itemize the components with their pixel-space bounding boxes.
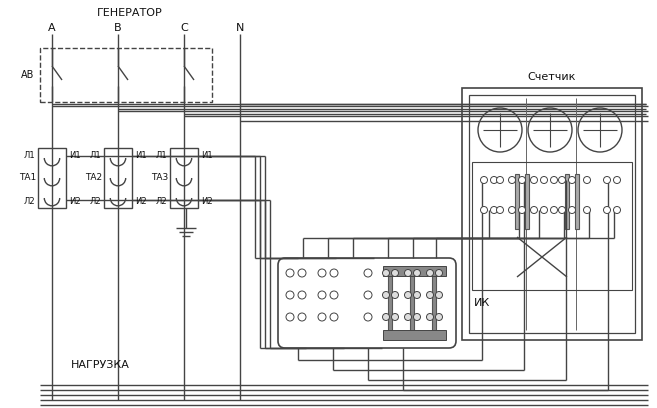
Circle shape [509, 206, 516, 213]
Circle shape [551, 206, 558, 213]
Circle shape [541, 177, 547, 184]
Bar [525, 174, 529, 229]
Text: И1: И1 [201, 151, 213, 160]
Text: АВ: АВ [20, 70, 34, 80]
Circle shape [426, 313, 434, 321]
Circle shape [405, 291, 411, 299]
Bar [565, 174, 569, 229]
Bar [472, 162, 632, 290]
Text: НАГРУЗКА: НАГРУЗКА [70, 360, 129, 370]
Text: И1: И1 [69, 151, 81, 160]
Circle shape [426, 291, 434, 299]
Circle shape [318, 291, 326, 299]
Circle shape [298, 269, 306, 277]
Bar [410, 268, 414, 336]
Text: Л2: Л2 [24, 197, 35, 206]
Circle shape [330, 291, 338, 299]
Circle shape [558, 177, 566, 184]
Circle shape [509, 177, 516, 184]
Circle shape [298, 291, 306, 299]
Bar [38, 148, 66, 208]
Text: ГЕНЕРАТОР: ГЕНЕРАТОР [97, 8, 163, 18]
Circle shape [436, 313, 443, 321]
Circle shape [541, 206, 547, 213]
Circle shape [364, 291, 372, 299]
Bar [383, 330, 446, 340]
Text: ТА3: ТА3 [150, 173, 168, 182]
Text: И2: И2 [69, 197, 81, 206]
Text: ТА1: ТА1 [19, 173, 36, 182]
Circle shape [413, 270, 420, 277]
Text: ТА2: ТА2 [85, 173, 102, 182]
Circle shape [568, 177, 576, 184]
Text: А: А [48, 23, 56, 33]
Text: N: N [236, 23, 244, 33]
Circle shape [583, 206, 591, 213]
Circle shape [568, 206, 576, 213]
Circle shape [604, 206, 610, 213]
Circle shape [382, 270, 390, 277]
Text: Счетчик: Счетчик [528, 72, 576, 82]
Circle shape [491, 177, 497, 184]
Circle shape [405, 313, 411, 321]
Text: ИК: ИК [474, 298, 490, 308]
Text: И2: И2 [201, 197, 213, 206]
Circle shape [426, 270, 434, 277]
Text: С: С [180, 23, 188, 33]
Text: Л1: Л1 [155, 151, 167, 160]
Bar [40, 48, 212, 102]
Circle shape [382, 313, 390, 321]
Circle shape [286, 269, 294, 277]
Circle shape [558, 206, 566, 213]
Circle shape [551, 177, 558, 184]
Circle shape [298, 313, 306, 321]
Circle shape [392, 270, 399, 277]
Circle shape [491, 206, 497, 213]
Circle shape [436, 270, 443, 277]
Circle shape [604, 177, 610, 184]
Circle shape [364, 313, 372, 321]
Circle shape [530, 206, 537, 213]
Circle shape [318, 313, 326, 321]
Circle shape [518, 177, 526, 184]
Bar [469, 95, 635, 333]
Circle shape [583, 177, 591, 184]
Circle shape [530, 177, 537, 184]
Circle shape [286, 291, 294, 299]
Bar [170, 148, 198, 208]
Circle shape [286, 313, 294, 321]
Circle shape [436, 291, 443, 299]
Circle shape [497, 206, 503, 213]
Bar [515, 174, 519, 229]
Text: И1: И1 [135, 151, 147, 160]
Text: В: В [114, 23, 122, 33]
Text: Л2: Л2 [155, 197, 167, 206]
Circle shape [364, 269, 372, 277]
Circle shape [480, 177, 487, 184]
Circle shape [614, 177, 620, 184]
Circle shape [318, 269, 326, 277]
Bar [432, 268, 436, 336]
Circle shape [614, 206, 620, 213]
Circle shape [413, 313, 420, 321]
Bar [575, 174, 579, 229]
Text: Л1: Л1 [24, 151, 35, 160]
Bar [383, 266, 446, 276]
Circle shape [480, 206, 487, 213]
Text: И2: И2 [135, 197, 147, 206]
Circle shape [413, 291, 420, 299]
Text: Л1: Л1 [89, 151, 101, 160]
Bar [104, 148, 132, 208]
Circle shape [382, 291, 390, 299]
Bar [388, 268, 392, 336]
Bar [462, 88, 642, 340]
Circle shape [392, 313, 399, 321]
Circle shape [518, 206, 526, 213]
Circle shape [392, 291, 399, 299]
Circle shape [405, 270, 411, 277]
Circle shape [497, 177, 503, 184]
Circle shape [330, 313, 338, 321]
Circle shape [330, 269, 338, 277]
Text: Л2: Л2 [89, 197, 101, 206]
